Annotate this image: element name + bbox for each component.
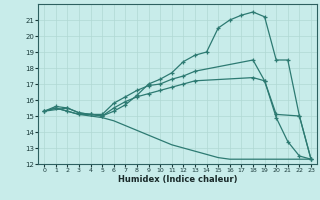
X-axis label: Humidex (Indice chaleur): Humidex (Indice chaleur) (118, 175, 237, 184)
